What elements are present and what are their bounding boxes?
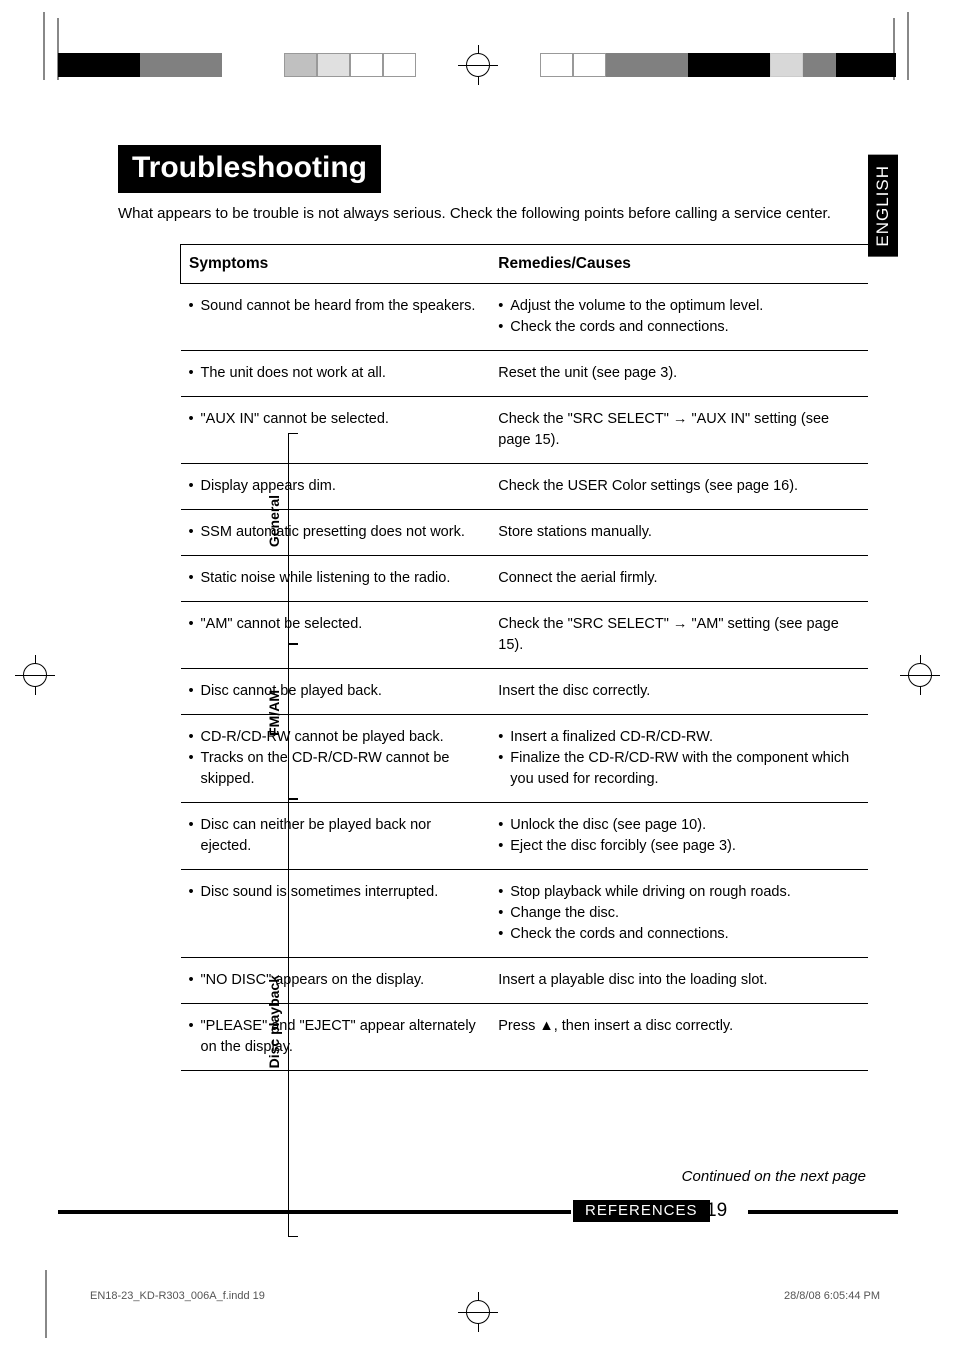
table-row: •"AM" cannot be selected.Check the "SRC …: [181, 602, 869, 669]
footer-bar: REFERENCES 19: [58, 1200, 898, 1222]
remedy-cell: Insert the disc correctly.: [490, 669, 868, 715]
remedy-cell: •Unlock the disc (see page 10).•Eject th…: [490, 803, 868, 870]
table-row: •CD-R/CD-RW cannot be played back.•Track…: [181, 715, 869, 803]
group-bracket-disc: [288, 799, 298, 1237]
table-row: •"PLEASE" and "EJECT" appear alternately…: [181, 1004, 869, 1071]
page-title: Troubleshooting: [118, 145, 381, 193]
remedy-cell: Press ▲, then insert a disc correctly.: [490, 1004, 868, 1071]
symptom-cell: •CD-R/CD-RW cannot be played back.•Track…: [181, 715, 491, 803]
table-row: •"AUX IN" cannot be selected.Check the "…: [181, 397, 869, 464]
footer-section-label: REFERENCES: [573, 1200, 710, 1222]
header-symptoms: Symptoms: [181, 245, 491, 284]
symptom-cell: •Disc sound is sometimes interrupted.: [181, 870, 491, 958]
table-row: •Disc cannot be played back.Insert the d…: [181, 669, 869, 715]
print-timestamp: 28/8/08 6:05:44 PM: [784, 1290, 880, 1302]
symptom-cell: •"PLEASE" and "EJECT" appear alternately…: [181, 1004, 491, 1071]
group-bracket-general: [288, 433, 298, 644]
remedy-cell: Insert a playable disc into the loading …: [490, 958, 868, 1004]
symptom-cell: •"AM" cannot be selected.: [181, 602, 491, 669]
registration-mark: [20, 660, 50, 690]
remedy-cell: Reset the unit (see page 3).: [490, 351, 868, 397]
symptom-cell: •Display appears dim.: [181, 464, 491, 510]
remedy-cell: •Insert a finalized CD-R/CD-RW.•Finalize…: [490, 715, 868, 803]
table-row: •SSM automatic presetting does not work.…: [181, 510, 869, 556]
remedy-cell: Store stations manually.: [490, 510, 868, 556]
intro-text: What appears to be trouble is not always…: [118, 205, 878, 222]
table-row: •Display appears dim.Check the USER Colo…: [181, 464, 869, 510]
print-footer: EN18-23_KD-R303_006A_f.indd 19 28/8/08 6…: [90, 1290, 880, 1302]
table-row: •Static noise while listening to the rad…: [181, 556, 869, 602]
troubleshooting-table: Symptoms Remedies/Causes •Sound cannot b…: [180, 244, 868, 1071]
registration-mark: [905, 660, 935, 690]
symptom-cell: •SSM automatic presetting does not work.: [181, 510, 491, 556]
registration-mark: [463, 50, 493, 80]
symptom-cell: •"AUX IN" cannot be selected.: [181, 397, 491, 464]
symptom-cell: •Static noise while listening to the rad…: [181, 556, 491, 602]
footer-page-number: 19: [706, 1200, 727, 1222]
group-label-disc: Disc playback: [266, 975, 282, 1068]
continued-text: Continued on the next page: [682, 1168, 866, 1185]
remedy-cell: Check the "SRC SELECT" → "AM" setting (s…: [490, 602, 868, 669]
group-bracket-fmam: [288, 644, 298, 799]
symptom-cell: •Sound cannot be heard from the speakers…: [181, 284, 491, 351]
remedy-cell: Connect the aerial firmly.: [490, 556, 868, 602]
crop-mark: [45, 1270, 47, 1338]
symptom-cell: •"NO DISC" appears on the display.: [181, 958, 491, 1004]
table-row: •The unit does not work at all.Reset the…: [181, 351, 869, 397]
remedy-cell: •Adjust the volume to the optimum level.…: [490, 284, 868, 351]
table-row: •Sound cannot be heard from the speakers…: [181, 284, 869, 351]
group-label-general: General: [266, 495, 282, 547]
table-row: •Disc can neither be played back nor eje…: [181, 803, 869, 870]
symptom-cell: •Disc can neither be played back nor eje…: [181, 803, 491, 870]
remedy-cell: Check the "SRC SELECT" → "AUX IN" settin…: [490, 397, 868, 464]
print-file-label: EN18-23_KD-R303_006A_f.indd 19: [90, 1290, 265, 1302]
header-remedies: Remedies/Causes: [490, 245, 868, 284]
table-row: •"NO DISC" appears on the display.Insert…: [181, 958, 869, 1004]
remedy-cell: •Stop playback while driving on rough ro…: [490, 870, 868, 958]
symptom-cell: •The unit does not work at all.: [181, 351, 491, 397]
table-row: •Disc sound is sometimes interrupted.•St…: [181, 870, 869, 958]
group-label-fmam: FM/AM: [266, 690, 282, 736]
remedy-cell: Check the USER Color settings (see page …: [490, 464, 868, 510]
symptom-cell: •Disc cannot be played back.: [181, 669, 491, 715]
